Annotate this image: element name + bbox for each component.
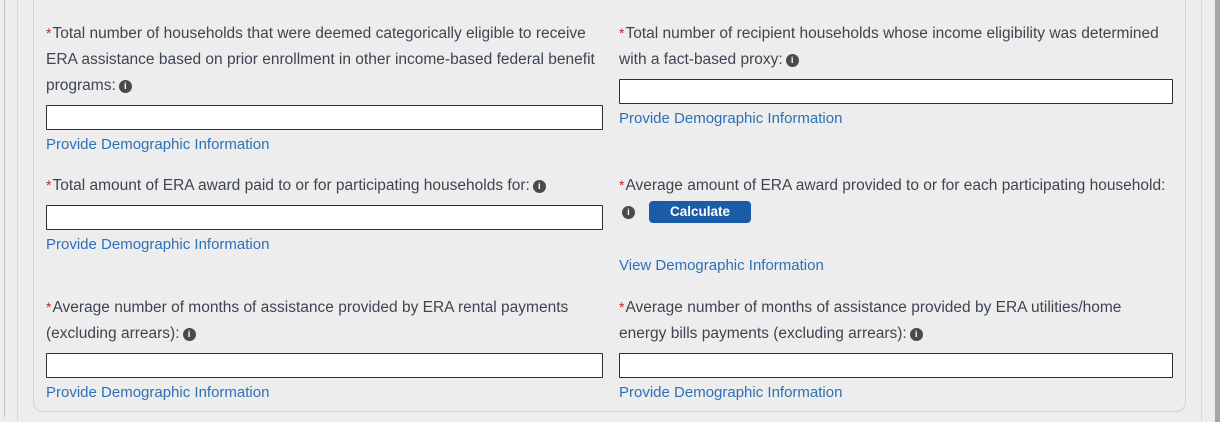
field-avg-months-rental-payments: *Average number of months of assistance …: [46, 294, 603, 402]
provide-demographic-link[interactable]: Provide Demographic Information: [619, 384, 843, 401]
view-demographic-link[interactable]: View Demographic Information: [619, 257, 824, 274]
households-categorically-eligible-input[interactable]: [46, 105, 603, 130]
field-label: *Total amount of ERA award paid to or fo…: [46, 172, 603, 199]
field-average-era-award-per-household: *Average amount of ERA award provided to…: [619, 172, 1173, 275]
era-report-form-panel: [33, 0, 1186, 412]
required-asterisk: *: [619, 299, 625, 315]
required-asterisk: *: [46, 177, 52, 193]
field-households-categorically-eligible: *Total number of households that were de…: [46, 20, 603, 154]
outer-container-border: [4, 0, 5, 417]
households-fact-based-proxy-input[interactable]: [619, 79, 1173, 104]
info-icon[interactable]: i: [909, 328, 923, 341]
field-avg-months-utilities-payments: *Average number of months of assistance …: [619, 294, 1173, 402]
field-households-fact-based-proxy: *Total number of recipient households wh…: [619, 20, 1173, 128]
required-asterisk: *: [46, 25, 52, 41]
required-asterisk: *: [619, 25, 625, 41]
provide-demographic-link[interactable]: Provide Demographic Information: [46, 136, 270, 153]
inner-container-border-left: [17, 0, 18, 422]
total-era-award-paid-input[interactable]: [46, 205, 603, 230]
field-label: *Average number of months of assistance …: [619, 294, 1173, 347]
info-icon[interactable]: i: [622, 206, 635, 219]
field-label-text: Total number of recipient households who…: [619, 25, 1159, 68]
field-label: *Total number of households that were de…: [46, 20, 603, 99]
info-icon[interactable]: i: [182, 328, 196, 341]
provide-demographic-link[interactable]: Provide Demographic Information: [46, 384, 270, 401]
calculate-button[interactable]: Calculate: [649, 200, 752, 223]
avg-months-utilities-payments-input[interactable]: [619, 353, 1173, 378]
inner-container-border-right: [1201, 0, 1202, 422]
info-icon[interactable]: i: [532, 180, 546, 193]
provide-demographic-link[interactable]: Provide Demographic Information: [619, 110, 843, 127]
required-asterisk: *: [46, 299, 52, 315]
field-label: *Average amount of ERA award provided to…: [619, 172, 1173, 225]
avg-months-rental-payments-input[interactable]: [46, 353, 603, 378]
field-label: *Total number of recipient households wh…: [619, 20, 1173, 73]
scrollbar[interactable]: [1215, 0, 1220, 422]
field-label: *Average number of months of assistance …: [46, 294, 603, 347]
field-label-text: Average number of months of assistance p…: [46, 299, 569, 342]
field-label-text: Average number of months of assistance p…: [619, 299, 1122, 342]
field-label-text: Total number of households that were dee…: [46, 25, 595, 94]
info-icon[interactable]: i: [785, 54, 799, 67]
field-total-era-award-paid: *Total amount of ERA award paid to or fo…: [46, 172, 603, 254]
required-asterisk: *: [619, 177, 625, 193]
info-icon[interactable]: i: [118, 80, 132, 93]
field-label-text: Average amount of ERA award provided to …: [625, 177, 1166, 194]
field-label-text: Total amount of ERA award paid to or for…: [52, 177, 530, 194]
provide-demographic-link[interactable]: Provide Demographic Information: [46, 236, 270, 253]
